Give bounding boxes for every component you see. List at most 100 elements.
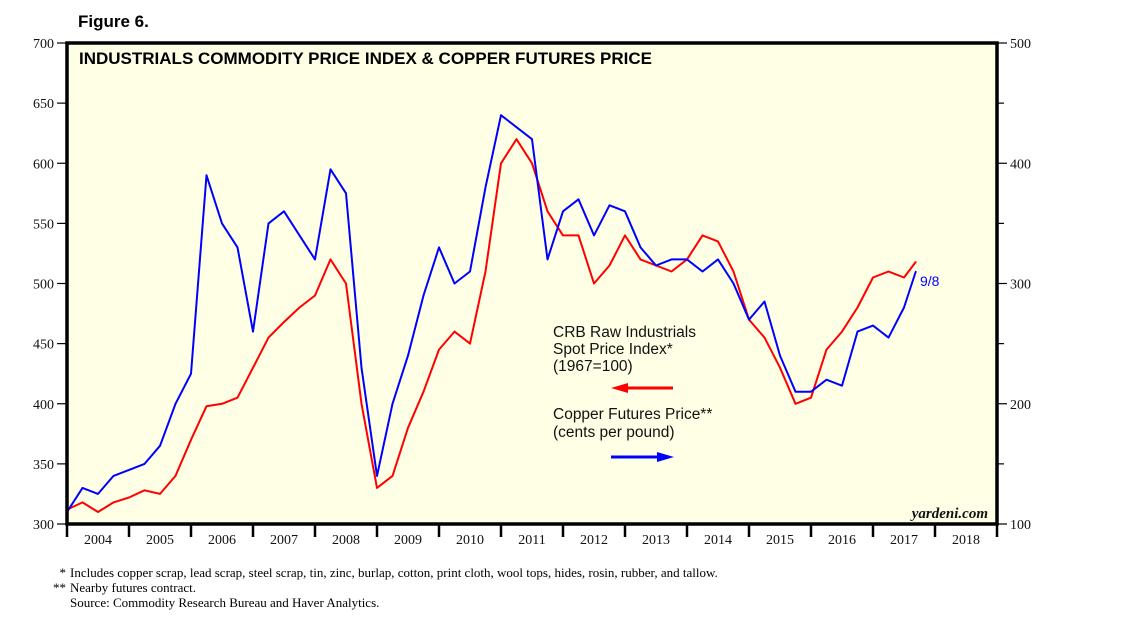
copper-point bbox=[422, 294, 425, 297]
year-label: 2010 bbox=[456, 533, 484, 548]
left-axis: 300 350 400 450 500 550 600 650 700 bbox=[33, 37, 67, 533]
crb-point bbox=[872, 276, 874, 279]
crb-point bbox=[236, 396, 239, 399]
crb-point bbox=[159, 493, 161, 495]
crb-point bbox=[624, 234, 626, 237]
legend-crb-line-1: CRB Raw Industrials bbox=[553, 324, 696, 341]
copper-point bbox=[903, 306, 905, 309]
source-note: Source: Commodity Research Bureau and Ha… bbox=[70, 595, 380, 610]
copper-point bbox=[732, 282, 735, 285]
crb-point bbox=[903, 276, 905, 279]
left-tick-label: 450 bbox=[33, 338, 54, 353]
crb-point bbox=[515, 138, 518, 140]
year-label: 2009 bbox=[394, 533, 422, 548]
crb-point bbox=[422, 390, 425, 393]
legend-crb-line-2: Spot Price Index* bbox=[553, 341, 673, 358]
crb-point bbox=[221, 403, 223, 405]
copper-point bbox=[748, 318, 750, 321]
year-label: 2014 bbox=[704, 533, 732, 548]
legend-copper-line-2: (cents per pound) bbox=[553, 424, 675, 441]
crb-point bbox=[810, 396, 812, 399]
copper-point bbox=[717, 258, 719, 261]
copper-point bbox=[97, 493, 99, 495]
year-label: 2013 bbox=[642, 533, 670, 548]
copper-point bbox=[531, 138, 533, 140]
copper-point bbox=[159, 445, 161, 447]
x-axis: 2004 2005 2006 2007 2008 2009 2010 2011 2012 2013… bbox=[65, 524, 999, 548]
crb-point bbox=[577, 234, 580, 237]
copper-point bbox=[236, 246, 239, 249]
crb-point bbox=[190, 439, 192, 441]
crb-point bbox=[81, 501, 84, 504]
copper-point bbox=[252, 330, 254, 333]
crb-point bbox=[329, 258, 332, 261]
footnote-1: * Includes copper scrap, lead scrap, stee… bbox=[59, 565, 718, 580]
copper-point bbox=[670, 258, 673, 261]
crb-point bbox=[794, 403, 797, 405]
crb-point bbox=[915, 261, 917, 263]
crb-point bbox=[453, 330, 456, 333]
copper-point bbox=[190, 372, 192, 375]
copper-point bbox=[314, 258, 316, 261]
crb-point bbox=[763, 336, 766, 339]
right-tick-label: 300 bbox=[1010, 278, 1031, 293]
left-tick-label: 650 bbox=[33, 97, 54, 112]
year-label: 2015 bbox=[766, 533, 794, 548]
copper-point bbox=[283, 210, 285, 213]
crb-point bbox=[841, 330, 843, 333]
legend-crb-line-3: (1967=100) bbox=[553, 358, 633, 375]
year-label: 2016 bbox=[828, 533, 856, 548]
crb-point bbox=[128, 496, 130, 499]
left-tick-label: 600 bbox=[33, 157, 54, 172]
left-tick-label: 350 bbox=[33, 458, 54, 473]
copper-point bbox=[562, 210, 564, 213]
crb-point bbox=[298, 306, 301, 309]
crb-point bbox=[360, 403, 363, 405]
copper-point bbox=[205, 174, 208, 177]
copper-point bbox=[856, 330, 859, 333]
right-tick-label: 400 bbox=[1010, 157, 1031, 172]
right-axis: 100 200 300 400 500 bbox=[997, 37, 1031, 533]
left-tick-label: 300 bbox=[33, 518, 54, 533]
crb-point bbox=[345, 282, 347, 285]
crb-point bbox=[546, 210, 549, 213]
copper-point bbox=[345, 192, 347, 195]
left-tick-label: 550 bbox=[33, 217, 54, 232]
crb-point bbox=[856, 306, 859, 309]
copper-point bbox=[794, 390, 797, 393]
copper-point bbox=[407, 354, 409, 357]
legend-copper-line-1: Copper Futures Price** bbox=[553, 406, 712, 423]
crb-point bbox=[252, 366, 254, 369]
copper-point bbox=[841, 384, 843, 387]
copper-point bbox=[701, 270, 704, 273]
crb-point bbox=[500, 162, 502, 165]
copper-point bbox=[376, 475, 378, 477]
footnote-2: ** Nearby futures contract. bbox=[53, 580, 196, 595]
series-group bbox=[66, 114, 917, 513]
copper-point bbox=[128, 469, 130, 471]
crb-point bbox=[484, 270, 487, 273]
legend: CRB Raw Industrials Spot Price Index* (1… bbox=[553, 324, 712, 462]
copper-point bbox=[608, 204, 611, 207]
crb-point bbox=[779, 366, 781, 369]
plot-frame bbox=[65, 41, 999, 526]
copper-point bbox=[655, 264, 657, 267]
left-tick-label: 500 bbox=[33, 278, 54, 293]
year-label: 2018 bbox=[952, 533, 980, 548]
copper-point bbox=[267, 222, 270, 225]
crb-point bbox=[732, 270, 735, 273]
crb-point bbox=[639, 258, 642, 261]
right-tick-label: 500 bbox=[1010, 37, 1031, 52]
year-label: 2012 bbox=[580, 533, 608, 548]
blue-right-arrow-icon bbox=[611, 452, 674, 462]
year-label: 2007 bbox=[270, 533, 298, 548]
crb-point bbox=[887, 270, 890, 273]
crb-point bbox=[407, 427, 409, 429]
copper-point bbox=[469, 270, 471, 273]
copper-point bbox=[500, 114, 502, 116]
crb-point bbox=[438, 348, 440, 351]
end-date-label: 9/8 bbox=[920, 273, 940, 289]
chart: 300 350 400 450 500 550 600 650 700 100 200 300 400… bbox=[33, 37, 1031, 548]
crb-point bbox=[608, 264, 611, 267]
red-left-arrow-icon bbox=[611, 383, 673, 393]
